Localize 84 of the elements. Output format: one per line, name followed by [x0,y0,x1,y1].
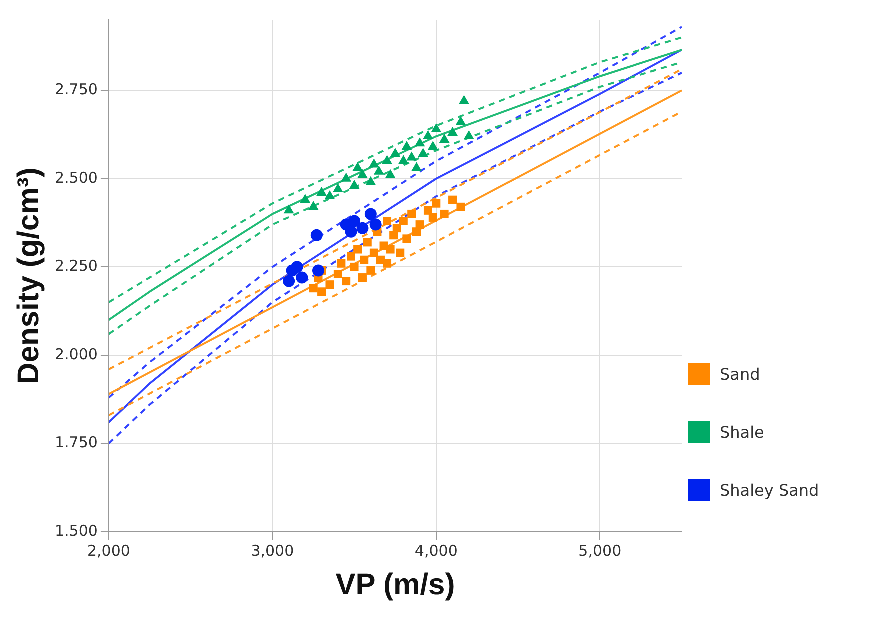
point [352,162,364,172]
point [363,238,372,247]
point [283,275,296,288]
point [448,196,458,204]
point [368,158,380,168]
point [366,176,376,186]
point [310,229,323,242]
point [408,210,416,218]
point [402,141,412,150]
point [308,201,319,210]
x-axis-title: VP (m/s) [336,568,456,602]
point [332,183,344,192]
point [348,215,361,228]
point [309,284,318,293]
point [402,234,412,244]
point [448,126,458,136]
point [440,210,449,218]
point [439,134,450,144]
y-tick-label: 2.000 [54,345,98,364]
point [358,274,367,282]
point [324,190,336,200]
point [428,213,438,222]
x-tick-label: 2,000 [87,542,130,560]
point [431,123,442,132]
point [390,148,401,158]
point [424,206,432,215]
point [383,259,392,268]
point [374,166,384,175]
point [428,141,438,150]
point [418,148,428,158]
point [318,288,326,296]
point [349,180,360,189]
point [383,217,392,226]
legend-label: Shaley Sand [720,480,820,500]
point [366,266,376,275]
point [396,248,405,258]
point [432,199,441,208]
legend-label: Shale [720,422,764,442]
point [350,262,359,272]
point [284,204,294,214]
y-tick-label: 1.750 [54,434,98,452]
point [312,264,325,277]
point [291,261,304,274]
point [385,169,396,178]
point [370,248,378,258]
point [296,272,308,284]
point [334,270,342,278]
y-tick-label: 2.750 [54,80,98,99]
point [386,245,395,254]
point [406,152,418,161]
point [399,217,408,226]
point [342,277,351,286]
point [360,256,369,264]
point [356,222,369,234]
x-tick-label: 5,000 [578,542,622,560]
point [464,130,474,140]
x-tick-label: 4,000 [414,542,458,560]
y-tick-label: 2.500 [54,168,98,187]
point [398,155,409,164]
point [370,218,382,231]
y-tick-label: 2.250 [54,257,98,276]
point [326,280,334,290]
point [364,208,377,220]
point [354,245,362,254]
point [392,224,402,233]
y-axis-title: Density (g/cm³) [12,168,46,384]
point [316,187,327,196]
point [459,95,470,104]
point [456,116,466,126]
x-tick-label: 3,000 [251,542,294,560]
point [412,162,422,172]
y-tick-label: 1.500 [54,522,98,540]
legend-label: Sand [720,364,760,384]
point [416,220,424,230]
point [300,194,311,204]
point [341,172,352,182]
point [382,155,392,164]
point [345,226,358,238]
point [358,169,368,178]
point [414,138,426,147]
point [347,252,356,261]
point [456,202,466,212]
point [337,259,346,268]
point [423,130,434,140]
